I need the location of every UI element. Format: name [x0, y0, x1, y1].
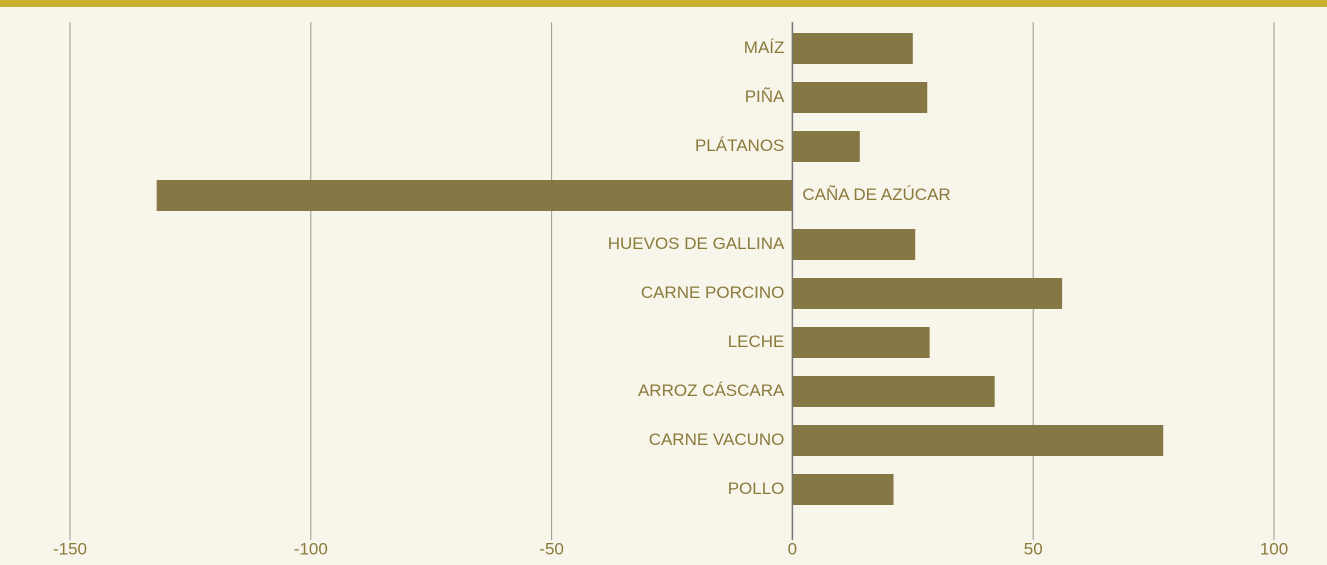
bar: [792, 327, 930, 358]
category-label: PIÑA: [745, 87, 785, 106]
bar: [792, 278, 1063, 309]
x-tick-label: -100: [294, 539, 328, 558]
category-label: CAÑA DE AZÚCAR: [802, 185, 950, 204]
x-tick-label: 100: [1260, 539, 1288, 558]
category-label: LECHE: [728, 332, 785, 351]
category-label: CARNE PORCINO: [641, 283, 785, 302]
bar: [792, 131, 860, 162]
bar: [792, 33, 913, 64]
category-label: PLÁTANOS: [695, 136, 784, 155]
category-label: MAÍZ: [744, 38, 785, 57]
bar: [156, 180, 793, 211]
bar: [792, 425, 1164, 456]
category-label: CARNE VACUNO: [649, 430, 785, 449]
bar: [792, 82, 928, 113]
bar: [792, 376, 995, 407]
x-tick-label: -50: [539, 539, 564, 558]
category-label: ARROZ CÁSCARA: [638, 381, 785, 400]
x-tick-label: -150: [53, 539, 87, 558]
bar: [792, 474, 894, 505]
category-label: HUEVOS DE GALLINA: [608, 234, 785, 253]
top-band: [0, 0, 1327, 7]
category-label: POLLO: [728, 479, 785, 498]
bar: [792, 229, 916, 260]
x-tick-label: 50: [1024, 539, 1043, 558]
x-tick-label: 0: [788, 539, 797, 558]
